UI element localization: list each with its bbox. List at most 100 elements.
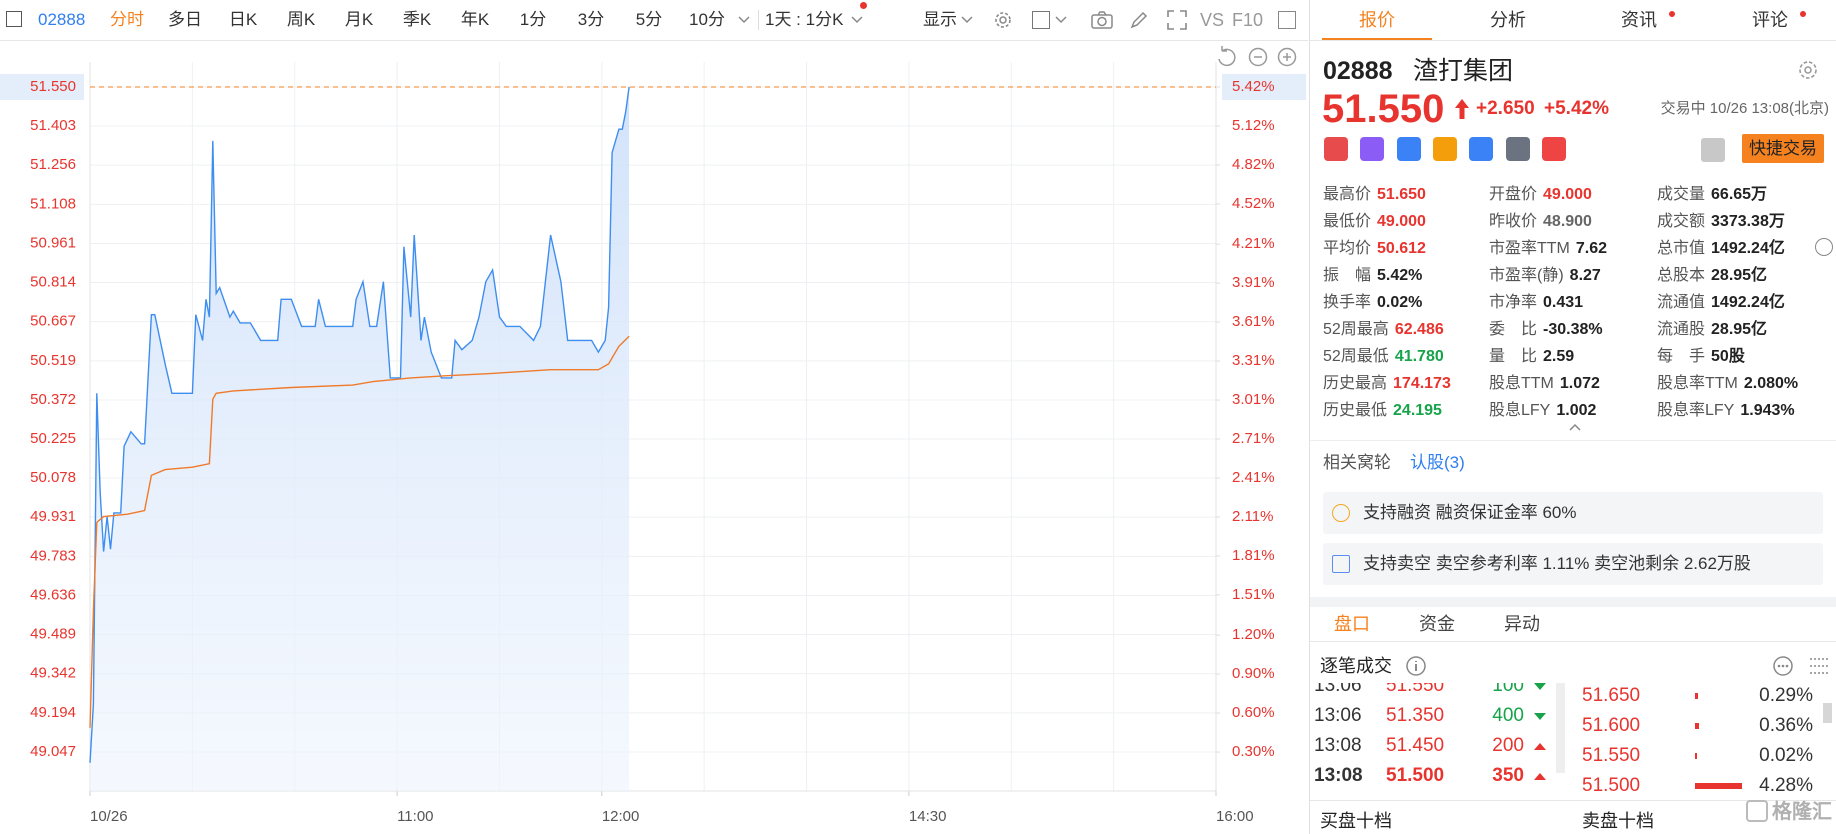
y2-tick-label: 0.30% [1232,743,1275,760]
y2-tick-label: 0.60% [1232,704,1275,721]
stat-item: 成交量 66.65万 [1657,183,1767,207]
more-icon[interactable] [1815,238,1833,256]
stat-value: 66.65万 [1711,186,1768,203]
settings-icon[interactable] [992,9,1014,31]
stat-value: 5.42% [1377,267,1423,284]
panel-tab[interactable]: 资讯 [1621,10,1657,30]
trade-price: 51.550 [1386,683,1445,696]
display-menu[interactable]: 显示 [923,10,957,29]
x-tick-label: 10/26 [90,808,128,825]
period-tab[interactable]: 月K [344,10,374,29]
period-tab[interactable]: 季K [402,10,432,29]
x-tick-label: 14:30 [909,808,947,825]
red-dot [1800,11,1806,17]
trade-price: 51.350 [1386,705,1445,726]
trade-volume: 200 [1492,735,1524,756]
overlay-icon[interactable] [1032,11,1050,29]
y2-tick-label: 3.01% [1232,391,1275,408]
period-tab[interactable]: 1分 [519,10,547,29]
scrollbar[interactable] [1556,683,1565,773]
depth-tab[interactable]: 资金 [1419,614,1455,634]
period-select[interactable]: 1天 : 1分K [765,10,844,29]
notice-icon [1332,504,1350,522]
stat-item: 每 手 50股 [1657,345,1745,369]
period-tab[interactable]: 10分 [689,10,725,29]
y2-tick-label: 5.12% [1232,117,1275,134]
badge-icon[interactable] [1360,137,1385,161]
stat-item: 流通值 1492.24亿 [1657,291,1785,315]
camera-icon[interactable] [1090,9,1114,31]
period-tab[interactable]: 分时 [110,10,144,29]
y-tick-label: 50.667 [30,313,76,330]
draw-icon[interactable] [1128,9,1150,31]
zoom-out[interactable] [1248,47,1268,67]
stat-value: 28.95亿 [1711,321,1768,338]
zoom-in[interactable] [1277,47,1297,67]
panel-tab[interactable]: 评论 [1752,10,1788,30]
quote-code: 02888 [1323,57,1393,85]
panel-tab[interactable]: 报价 [1359,10,1395,30]
more-icon[interactable] [1772,655,1794,677]
period-tab[interactable]: 年K [460,10,490,29]
panel-toggle[interactable] [1278,11,1296,29]
stat-label: 最高价 [1323,186,1372,203]
depth-tab[interactable]: 异动 [1504,614,1540,634]
trade-direction [1534,743,1546,750]
stat-value: 0.431 [1543,294,1584,311]
badge-icon[interactable] [1432,137,1457,161]
y-tick-label: 50.078 [30,469,76,486]
collapse-caret[interactable] [1568,422,1582,432]
reset-icon[interactable] [1218,46,1236,67]
badge-icon[interactable] [1396,137,1421,161]
stat-item: 成交额 3373.38万 [1657,210,1785,234]
fullscreen-icon[interactable] [1166,9,1188,31]
stat-value: 1.943% [1740,402,1795,419]
compare-button[interactable]: VS [1200,10,1225,30]
stat-item: 最高价 51.650 [1323,183,1426,207]
stock-code: 02888 [38,10,86,29]
zoom-in-glyph [1283,53,1291,61]
stat-value: 62.486 [1394,321,1444,338]
stat-label: 股息LFY [1489,402,1551,419]
stat-label: 量 比 [1489,348,1538,365]
stat-item: 昨收价 48.900 [1489,210,1592,234]
book-pct: 0.29% [1759,685,1813,706]
period-tab[interactable]: 日K [228,10,258,29]
stat-item: 市净率 0.431 [1489,291,1583,315]
sidebar-toggle[interactable] [6,11,22,27]
stat-label: 成交额 [1657,213,1706,230]
f10-button[interactable]: F10 [1232,10,1264,30]
depth-tab[interactable]: 盘口 [1334,614,1370,634]
x-tick-label: 16:00 [1216,808,1254,825]
badge-icon[interactable] [1505,137,1530,161]
alert-bell[interactable] [1701,138,1725,162]
badge-icon[interactable] [1541,137,1566,161]
y2-tick-label: 1.20% [1232,626,1275,643]
period-tab[interactable]: 5分 [635,10,663,29]
period-tab[interactable]: 3分 [577,10,605,29]
stat-item: 股息TTM 1.072 [1489,372,1600,396]
settings-icon[interactable] [1796,58,1820,82]
list-icon[interactable] [1808,655,1830,677]
related-link[interactable]: 认股(3) [1410,453,1465,472]
badge-icon[interactable] [1469,137,1494,161]
y-tick-label: 49.489 [30,625,76,642]
panel-tab[interactable]: 分析 [1490,10,1526,30]
section-gap [1310,597,1836,607]
stat-label: 股息TTM [1489,375,1554,392]
stat-value: -30.38% [1543,321,1603,338]
stat-label: 振 幅 [1323,267,1372,284]
period-tab[interactable]: 周K [286,10,316,29]
stat-value: 174.173 [1393,375,1451,392]
period-tab[interactable]: 多日 [168,10,202,29]
chart-controls [1218,46,1297,67]
quick-trade-button[interactable]: 快捷交易 [1742,134,1824,163]
badge-icon[interactable] [1324,137,1348,161]
chart: 51.550 51.403 51.256 51.108 50.961 50.814 50.6… [0,46,1306,825]
y2-tick-label: 1.51% [1232,586,1275,603]
stat-item: 股息LFY 1.002 [1489,399,1596,423]
stat-value: 1492.24亿 [1711,240,1785,257]
scrollbar[interactable] [1823,703,1832,723]
stat-item: 量 比 2.59 [1489,345,1574,369]
info-icon[interactable] [1405,655,1427,677]
